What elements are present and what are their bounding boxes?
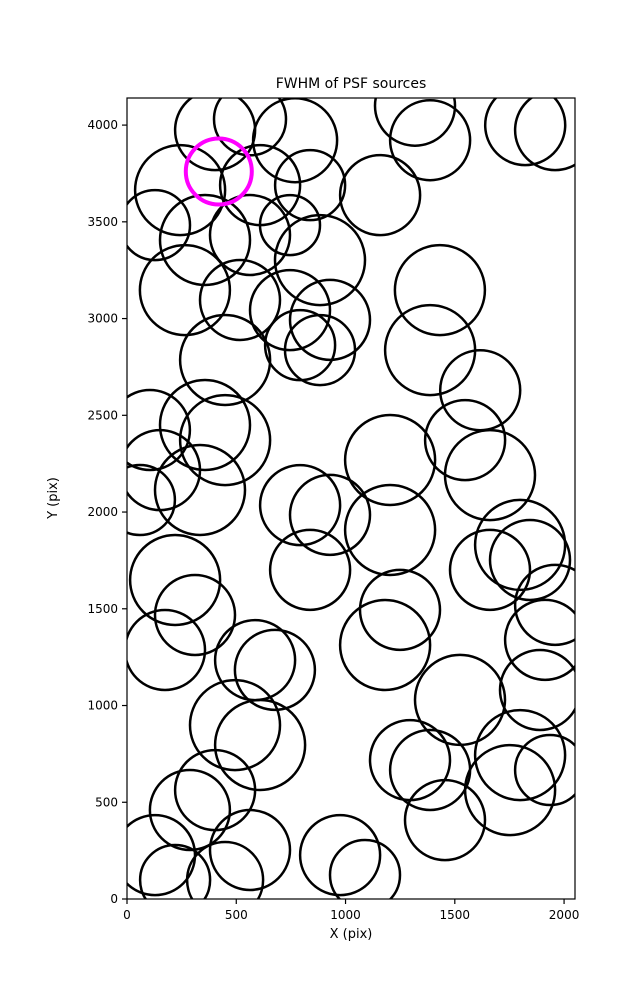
psf-circle — [513, 98, 575, 172]
psf-circle — [498, 648, 575, 732]
psf-circle — [448, 528, 532, 612]
psf-circle — [283, 313, 357, 387]
chart-title: FWHM of PSF sources — [276, 76, 427, 92]
psf-circle — [423, 398, 507, 482]
psf-circle — [288, 278, 372, 362]
psf-circle — [513, 563, 575, 647]
psf-circle — [127, 188, 192, 262]
psf-circle — [513, 733, 575, 807]
psf-circle — [233, 628, 317, 712]
psf-circle — [488, 518, 572, 602]
y-tick-label: 3500 — [87, 215, 118, 229]
y-tick-label: 2000 — [87, 505, 118, 519]
psf-circle — [248, 268, 332, 352]
psf-circle — [388, 98, 472, 182]
psf-circle — [127, 388, 192, 472]
psf-circle — [268, 528, 352, 612]
x-axis-label: X (pix) — [330, 927, 373, 942]
psf-circle — [258, 193, 322, 257]
psf-circle — [127, 463, 177, 537]
psf-circle — [127, 608, 207, 692]
y-tick-label: 1000 — [87, 699, 118, 713]
psf-circle — [213, 698, 307, 792]
psf-circle — [343, 483, 437, 577]
psf-circle — [473, 498, 567, 592]
highlighted-psf-circle — [183, 136, 254, 207]
psf-circle — [393, 243, 487, 337]
psf-circle — [153, 443, 247, 537]
psf-circle — [473, 708, 567, 802]
y-tick-label: 1500 — [87, 602, 118, 616]
psf-circle — [138, 243, 232, 337]
psf-circle — [185, 840, 265, 899]
psf-circle — [153, 573, 237, 657]
psf-circle — [298, 813, 382, 897]
axes-frame — [126, 97, 576, 900]
psf-circle — [288, 473, 372, 557]
psf-circle — [158, 378, 252, 472]
psf-circle — [158, 193, 252, 287]
psf-circle — [463, 743, 557, 837]
psf-circle — [148, 768, 232, 852]
psf-circle — [198, 258, 282, 342]
psf-circle — [373, 98, 457, 147]
psf-circle — [403, 778, 487, 862]
psf-circle — [483, 98, 567, 167]
psf-circle — [178, 393, 272, 487]
y-tick-label: 2500 — [87, 408, 118, 422]
psf-circle — [358, 568, 442, 652]
y-axis-label: Y (pix) — [46, 477, 61, 520]
x-tick-label: 2000 — [549, 908, 580, 922]
psf-circle — [443, 428, 537, 522]
x-tick-label: 500 — [225, 908, 248, 922]
x-tick-label: 1500 — [440, 908, 471, 922]
circles-layer — [127, 98, 575, 899]
psf-circle — [338, 598, 432, 692]
y-tick-label: 3000 — [87, 312, 118, 326]
x-tick-label: 0 — [123, 908, 131, 922]
psf-circle — [503, 598, 575, 682]
psf-circle — [208, 808, 292, 892]
psf-circle — [338, 153, 422, 237]
psf-circle — [258, 463, 342, 547]
psf-circle — [212, 98, 288, 157]
psf-circle — [188, 678, 282, 772]
psf-circle — [328, 838, 402, 899]
ticks-layer: 0 500 1000 1500 2000 0 500 1000 1500 2000 2500 3000… — [87, 118, 579, 922]
psf-circle — [178, 313, 272, 407]
y-tick-label: 0 — [110, 892, 118, 906]
psf-circle — [138, 843, 212, 899]
psf-circle — [273, 213, 367, 307]
y-tick-label: 4000 — [87, 118, 118, 132]
psf-circle — [343, 413, 437, 507]
y-tick-label: 500 — [95, 795, 118, 809]
psf-circle — [208, 193, 292, 277]
plot-area — [127, 98, 575, 899]
psf-circle — [273, 148, 347, 222]
psf-circle — [133, 143, 227, 237]
psf-circle — [128, 533, 222, 627]
x-tick-label: 1000 — [330, 908, 361, 922]
